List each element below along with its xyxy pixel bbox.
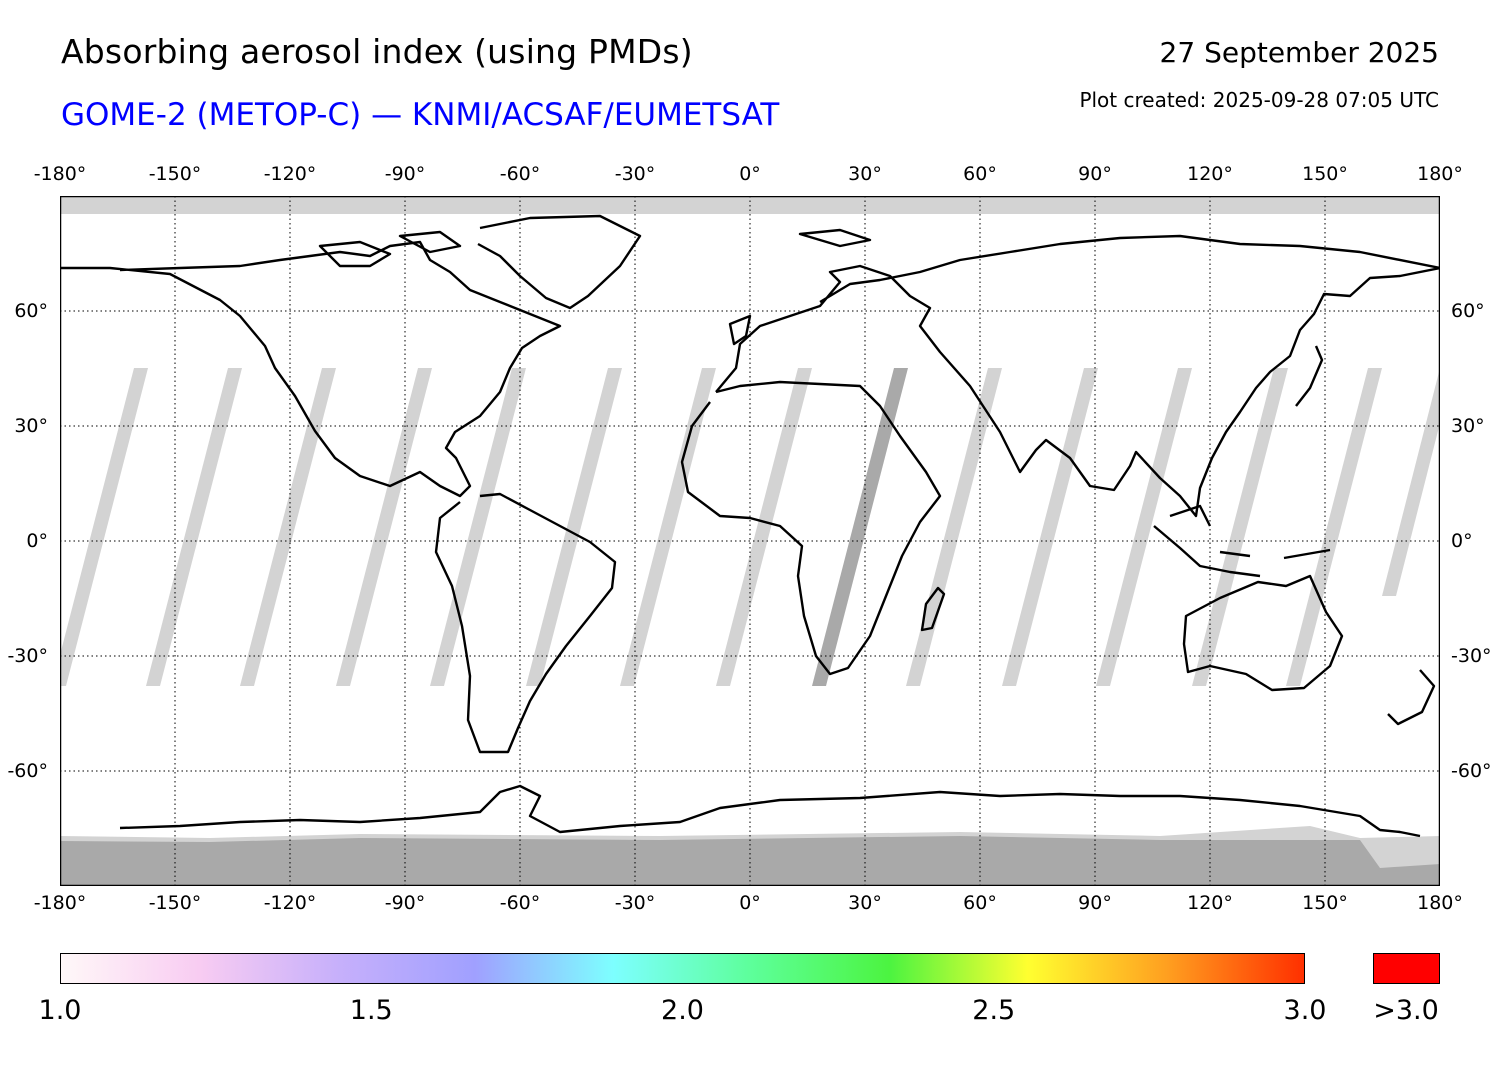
- colorbar-tick-label: 1.0: [38, 995, 82, 1026]
- lon-tick-label-bot: 60°: [963, 892, 997, 914]
- madagascar-coast: [920, 586, 946, 632]
- orbit-gap: [240, 368, 336, 686]
- lat-tick-label-right: 0°: [1451, 530, 1473, 552]
- colorbar-tick-label: 3.0: [1283, 995, 1327, 1026]
- lat-tick-label-right: -60°: [1451, 760, 1492, 782]
- eurasia-coast: [715, 234, 1440, 518]
- lat-tick-label-left: 0°: [26, 530, 48, 552]
- lon-tick-label-bot: -30°: [614, 892, 656, 914]
- lat-tick-label-left: 30°: [14, 415, 48, 437]
- orbit-gap: [1192, 368, 1288, 686]
- lon-tick-label-top: 180°: [1417, 163, 1463, 185]
- lon-tick-label-bot: 120°: [1187, 892, 1233, 914]
- lon-tick-label-bot: 0°: [739, 892, 761, 914]
- orbit-gap: [716, 368, 812, 686]
- orbit-gap: [906, 368, 1002, 686]
- africa-coast: [680, 380, 942, 676]
- colorbar-over-swatch: [1373, 953, 1440, 984]
- antarctica-coast: [119, 784, 1421, 838]
- lon-tick-label-top: -30°: [614, 163, 656, 185]
- lat-tick-label-left: -60°: [7, 760, 48, 782]
- lon-tick-label-bot: -60°: [499, 892, 541, 914]
- colorbar-over-label: >3.0: [1373, 995, 1439, 1026]
- lat-tick-label-right: -30°: [1451, 645, 1492, 667]
- australia-coast: [1182, 574, 1344, 692]
- graticule: [60, 196, 1440, 886]
- lon-tick-label-bot: -90°: [384, 892, 426, 914]
- lon-tick-label-top: 30°: [848, 163, 882, 185]
- orbit-gap: [1382, 368, 1440, 596]
- colorbar-tick-label: 2.5: [972, 995, 1016, 1026]
- lon-tick-label-bot: -180°: [33, 892, 87, 914]
- uk-coast: [728, 314, 752, 346]
- colorbar-tick-label: 2.0: [661, 995, 704, 1026]
- lon-tick-label-top: -120°: [263, 163, 317, 185]
- orbit-gap: [620, 368, 716, 686]
- lon-tick-label-top: 120°: [1187, 163, 1233, 185]
- lon-tick-label-bot: -120°: [263, 892, 317, 914]
- lat-tick-label-right: 30°: [1451, 415, 1485, 437]
- lon-tick-label-top: 150°: [1302, 163, 1348, 185]
- lon-tick-label-top: -150°: [148, 163, 202, 185]
- lon-tick-label-top: -90°: [384, 163, 426, 185]
- arctic-islands: [318, 228, 872, 268]
- map-frame: [60, 196, 1440, 886]
- orbit-gap: [60, 368, 148, 686]
- coastlines: [60, 214, 1440, 838]
- lon-tick-label-top: -180°: [33, 163, 87, 185]
- lon-tick-label-top: 0°: [739, 163, 761, 185]
- lat-tick-label-right: 60°: [1451, 300, 1485, 322]
- indonesia-coast: [1153, 504, 1331, 578]
- colorbar-tick-label: 1.5: [349, 995, 393, 1026]
- lon-tick-label-bot: 90°: [1078, 892, 1112, 914]
- orbit-gaps: [60, 368, 1440, 686]
- orbit-gap: [1096, 368, 1192, 686]
- lat-tick-label-left: 60°: [14, 300, 48, 322]
- lon-tick-label-bot: 150°: [1302, 892, 1348, 914]
- orbit-gap: [1286, 368, 1382, 686]
- japan-coast: [1295, 345, 1324, 407]
- colorbar: [60, 953, 1305, 984]
- lon-tick-label-bot: 180°: [1417, 892, 1463, 914]
- plot-date: 27 September 2025: [1159, 36, 1439, 69]
- north-america-coast: [60, 240, 562, 498]
- orbit-gap: [146, 368, 242, 686]
- lon-tick-label-top: -60°: [499, 163, 541, 185]
- lon-tick-label-bot: -150°: [148, 892, 202, 914]
- greenland-coast: [477, 214, 642, 310]
- orbit-gap: [430, 368, 526, 686]
- orbit-gap: [336, 368, 432, 686]
- lon-tick-label-bot: 30°: [848, 892, 882, 914]
- lon-tick-label-top: 90°: [1078, 163, 1112, 185]
- plot-title: Absorbing aerosol index (using PMDs): [61, 32, 693, 71]
- new-zealand-coast: [1387, 669, 1436, 726]
- orbit-gap: [1002, 368, 1098, 686]
- orbit-gap: [526, 368, 622, 686]
- south-america-coast: [434, 492, 617, 754]
- world-map: [60, 196, 1440, 886]
- plot-subtitle: GOME-2 (METOP-C) — KNMI/ACSAF/EUMETSAT: [61, 97, 780, 133]
- lon-tick-label-top: 60°: [963, 163, 997, 185]
- lat-tick-label-left: -30°: [7, 645, 48, 667]
- antarctic-nodata-dark: [60, 836, 1440, 886]
- plot-created: Plot created: 2025-09-28 07:05 UTC: [1079, 88, 1439, 112]
- orbit-gap: [812, 368, 908, 686]
